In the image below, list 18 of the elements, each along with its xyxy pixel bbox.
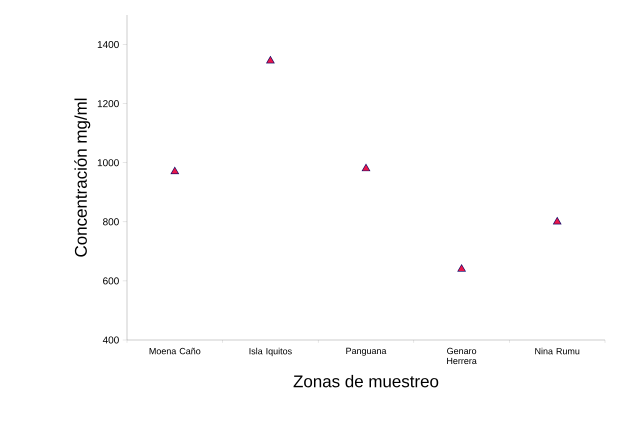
- y-tick-label: 400: [102, 336, 119, 344]
- x-tick-label: Genaro Herrera: [447, 348, 477, 364]
- y-tick-label: 1400: [98, 41, 119, 48]
- y-tick-label: 600: [103, 277, 119, 284]
- point: [170, 166, 180, 174]
- x-tick-label: Moena Caño: [150, 348, 200, 354]
- x-tick-label: Nina Rumu: [535, 348, 580, 354]
- y-axis-title: Concentración mg/ml: [74, 98, 90, 257]
- y-tick-label: 1200: [98, 100, 119, 108]
- point: [266, 56, 275, 64]
- x-tick-label: Isla Iquitos: [250, 348, 292, 356]
- x-axis-title: Zonas de muestreo: [294, 374, 438, 388]
- y-tick-label: 1000: [98, 159, 119, 166]
- point: [457, 264, 466, 272]
- point: [362, 164, 370, 172]
- point: [553, 217, 562, 224]
- y-tick-label: 800: [103, 218, 119, 226]
- x-tick-label: Panguana: [346, 348, 386, 356]
